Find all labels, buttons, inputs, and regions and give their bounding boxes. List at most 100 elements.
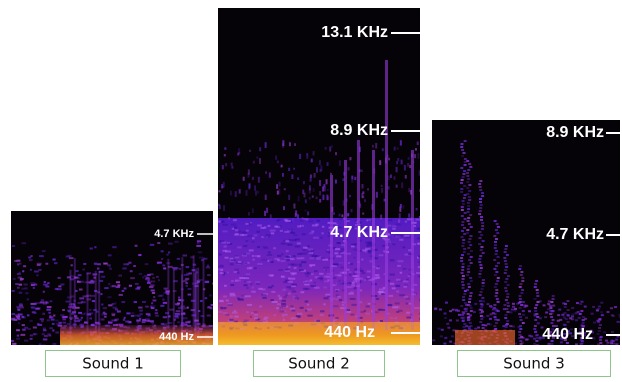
noise-cell	[392, 227, 396, 230]
noise-cell	[259, 305, 263, 308]
noise-cell	[73, 299, 76, 302]
noise-cell	[234, 229, 239, 232]
noise-cell	[108, 283, 111, 286]
noise-cell	[554, 325, 558, 328]
noise-cell	[292, 295, 297, 298]
noise-cell	[313, 286, 320, 289]
noise-cell	[564, 318, 568, 320]
noise-cell	[389, 259, 395, 262]
noise-cell	[332, 222, 337, 225]
noise-cell	[469, 250, 473, 252]
noise-cell	[145, 313, 151, 316]
noise-cell	[257, 263, 263, 266]
noise-cell	[365, 277, 370, 280]
noise-cell	[180, 323, 185, 326]
noise-cell	[271, 290, 276, 293]
noise-cell	[466, 160, 470, 162]
noise-cell	[310, 158, 313, 163]
noise-cell	[481, 252, 485, 254]
noise-cell	[517, 301, 521, 304]
noise-cell	[145, 276, 150, 279]
noise-cell	[172, 268, 175, 339]
noise-cell	[162, 323, 168, 326]
noise-cell	[73, 258, 76, 329]
noise-cell	[276, 160, 279, 164]
noise-cell	[237, 246, 242, 249]
noise-cell	[323, 275, 330, 278]
noise-cell	[387, 304, 393, 307]
noise-cell	[294, 212, 297, 218]
noise-cell	[496, 256, 500, 258]
noise-cell	[566, 314, 570, 317]
noise-cell	[248, 183, 251, 188]
noise-cell	[135, 287, 141, 290]
caption: Sound 1	[82, 355, 144, 373]
noise-cell	[338, 160, 341, 166]
noise-cell	[494, 295, 498, 297]
noise-cell	[460, 182, 464, 184]
noise-cell	[54, 287, 58, 290]
noise-cell	[337, 295, 341, 298]
noise-cell	[368, 251, 372, 254]
noise-cell	[94, 270, 97, 341]
noise-cell	[408, 302, 412, 305]
noise-cell	[448, 319, 452, 322]
noise-cell	[348, 282, 353, 285]
noise-cell	[251, 208, 254, 214]
noise-cell	[503, 260, 507, 262]
freq-label: 4.7 KHz	[154, 228, 194, 240]
noise-cell	[128, 321, 132, 324]
noise-cell	[149, 273, 154, 276]
noise-cell	[12, 317, 18, 320]
noise-cell	[111, 319, 116, 322]
noise-cell	[381, 292, 385, 295]
noise-cell	[460, 272, 464, 274]
noise-cell	[496, 232, 500, 234]
noise-cell	[198, 256, 203, 259]
noise-cell	[182, 317, 188, 320]
noise-cell	[580, 334, 584, 336]
noise-cell	[42, 338, 48, 341]
noise-cell	[462, 173, 466, 175]
noise-cell	[107, 296, 112, 299]
noise-cell	[519, 283, 523, 285]
noise-cell	[302, 180, 305, 185]
noise-cell	[162, 301, 168, 304]
noise-cell	[338, 261, 343, 264]
noise-cell	[62, 308, 65, 311]
noise-cell	[173, 318, 176, 321]
noise-cell	[282, 239, 287, 242]
noise-cell	[224, 250, 231, 253]
noise-cell	[419, 189, 420, 192]
noise-cell	[460, 167, 464, 169]
noise-cell	[275, 307, 280, 310]
noise-cell	[78, 311, 83, 314]
noise-cell	[449, 340, 453, 343]
noise-cell	[392, 243, 396, 246]
noise-cell	[548, 333, 552, 336]
noise-cell	[223, 284, 227, 287]
noise-cell	[469, 292, 473, 294]
noise-cell	[521, 322, 525, 324]
noise-cell	[234, 320, 238, 323]
noise-cell	[251, 254, 255, 257]
noise-cell	[402, 267, 407, 270]
noise-cell	[75, 289, 78, 292]
noise-cell	[340, 252, 346, 255]
noise-cell	[479, 267, 483, 269]
noise-cell	[404, 253, 411, 256]
noise-cell	[219, 272, 224, 275]
noise-cell	[265, 171, 268, 174]
noise-cell	[218, 203, 221, 206]
noise-cell	[439, 335, 443, 338]
noise-cell	[509, 325, 513, 328]
noise-cell	[179, 299, 185, 302]
noise-cell	[114, 319, 118, 322]
noise-cell	[461, 318, 465, 321]
noise-cell	[41, 333, 45, 336]
noise-cell	[75, 320, 81, 323]
noise-cell	[261, 293, 267, 296]
noise-cell	[461, 200, 465, 202]
noise-cell	[225, 163, 228, 167]
noise-cell	[465, 303, 469, 306]
